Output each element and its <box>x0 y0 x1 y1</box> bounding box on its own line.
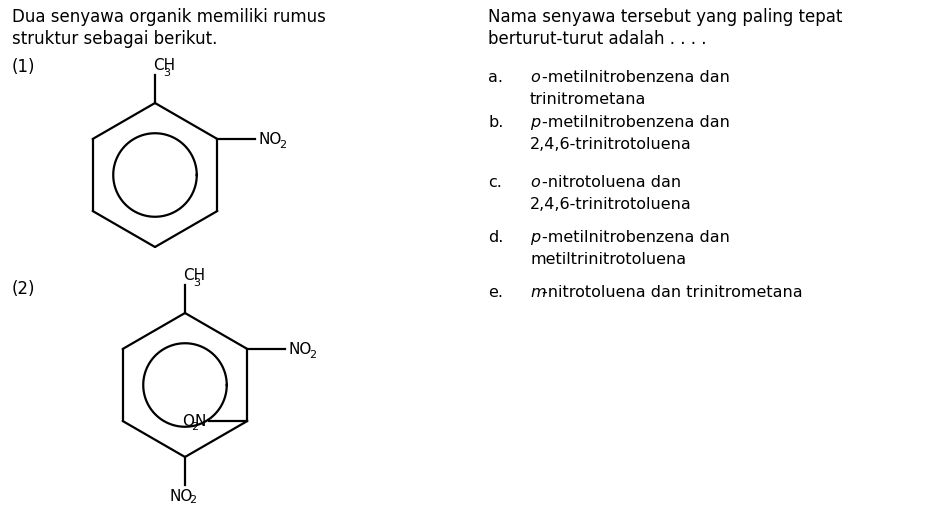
Text: berturut-turut adalah . . . .: berturut-turut adalah . . . . <box>488 30 707 48</box>
Text: 2,4,6-trinitrotoluena: 2,4,6-trinitrotoluena <box>530 137 692 152</box>
Text: CH: CH <box>153 58 175 73</box>
Text: trinitrometana: trinitrometana <box>530 92 646 107</box>
Text: metiltrinitrotoluena: metiltrinitrotoluena <box>530 252 686 267</box>
Text: 3: 3 <box>164 68 170 78</box>
Text: p: p <box>530 115 540 130</box>
Text: c.: c. <box>488 175 502 190</box>
Text: 2: 2 <box>279 140 286 149</box>
Text: d.: d. <box>488 230 503 245</box>
Text: NO: NO <box>289 341 312 357</box>
Text: Nama senyawa tersebut yang paling tepat: Nama senyawa tersebut yang paling tepat <box>488 8 842 26</box>
Text: 2: 2 <box>191 422 198 432</box>
Text: 2: 2 <box>189 495 197 504</box>
Text: -metilnitrobenzena dan: -metilnitrobenzena dan <box>542 230 730 245</box>
Text: p: p <box>530 230 540 245</box>
Text: 2,4,6-trinitrotoluena: 2,4,6-trinitrotoluena <box>530 197 692 212</box>
Text: 3: 3 <box>193 278 201 288</box>
Text: NO: NO <box>169 489 192 504</box>
Text: -metilnitrobenzena dan: -metilnitrobenzena dan <box>542 70 730 85</box>
Text: (1): (1) <box>12 58 36 76</box>
Text: (2): (2) <box>12 280 36 298</box>
Text: 2: 2 <box>308 350 316 360</box>
Text: struktur sebagai berikut.: struktur sebagai berikut. <box>12 30 218 48</box>
Text: CH: CH <box>183 268 205 283</box>
Text: m: m <box>530 285 546 300</box>
Text: e.: e. <box>488 285 503 300</box>
Text: O: O <box>182 414 194 429</box>
Text: a.: a. <box>488 70 503 85</box>
Text: NO: NO <box>258 132 282 146</box>
Text: b.: b. <box>488 115 503 130</box>
Text: -nitrotoluena dan: -nitrotoluena dan <box>542 175 681 190</box>
Text: Dua senyawa organik memiliki rumus: Dua senyawa organik memiliki rumus <box>12 8 325 26</box>
Text: o: o <box>530 175 540 190</box>
Text: N: N <box>195 414 206 429</box>
Text: -metilnitrobenzena dan: -metilnitrobenzena dan <box>542 115 730 130</box>
Text: o: o <box>530 70 540 85</box>
Text: -nitrotoluena dan trinitrometana: -nitrotoluena dan trinitrometana <box>542 285 802 300</box>
